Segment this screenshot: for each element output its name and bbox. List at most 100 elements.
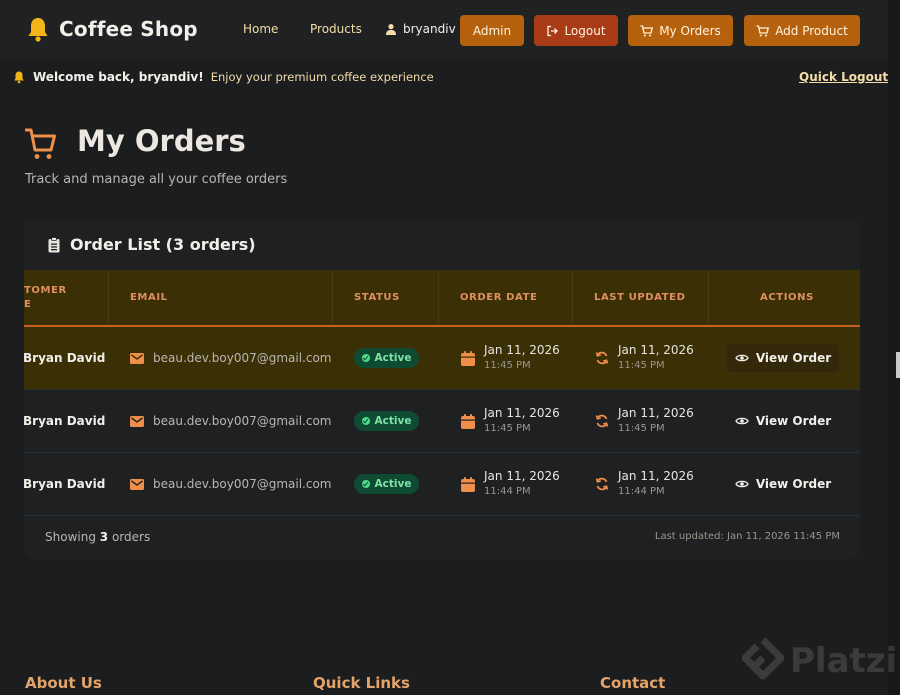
customer-email: beau.dev.boy007@gmail.com	[130, 453, 332, 515]
status-badge-label: Active	[374, 352, 412, 364]
check-icon	[361, 480, 370, 488]
platzi-logo-icon	[742, 637, 784, 680]
order-count: 3	[99, 530, 109, 544]
status-badge: Active	[354, 348, 419, 368]
customer-email: beau.dev.boy007@gmail.com	[130, 390, 332, 452]
calendar-icon	[461, 351, 475, 366]
view-order-label: View Order	[755, 351, 832, 365]
showing-prefix: Showing	[45, 530, 96, 544]
username: bryandiv	[403, 22, 456, 36]
brand-title: Coffee Shop	[59, 17, 198, 41]
admin-button[interactable]: Admin	[460, 15, 524, 46]
cart-icon	[640, 24, 654, 36]
status-badge-label: Active	[374, 478, 412, 490]
status-badge: Active	[354, 411, 419, 431]
order-date-time: 11:45 PM	[484, 423, 531, 434]
last-updated-summary: Last updated: Jan 11, 2026 11:45 PM	[654, 531, 840, 542]
order-date-time: 11:45 PM	[484, 360, 531, 371]
brand[interactable]: Coffee Shop	[27, 15, 198, 43]
nav-link-products[interactable]: Products	[310, 22, 362, 36]
status-badge: Active	[354, 474, 419, 494]
column-header-customer-line2: E	[24, 298, 32, 310]
order-list-title: Order List (3 orders)	[70, 235, 256, 254]
logout-button[interactable]: Logout	[534, 15, 618, 46]
add-product-button[interactable]: Add Product	[744, 15, 860, 46]
footer-quick-links-heading: Quick Links	[313, 674, 410, 692]
cart-icon	[756, 24, 770, 36]
column-header-customer[interactable]: TOMER E	[24, 270, 67, 325]
column-header-actions: ACTIONS	[760, 292, 814, 303]
last-updated: Jan 11, 2026 11:45 PM	[595, 343, 694, 371]
table-header: TOMER E EMAIL STATUS ORDER DATE LAST UPD…	[24, 270, 860, 327]
last-updated-day: Jan 11, 2026	[618, 469, 694, 483]
scrollbar-handle[interactable]	[896, 352, 900, 378]
mail-icon	[130, 415, 144, 427]
customer-email-text: beau.dev.boy007@gmail.com	[153, 351, 332, 365]
bell-icon	[28, 18, 48, 42]
order-date-day: Jan 11, 2026	[484, 469, 560, 483]
calendar-icon	[461, 477, 475, 492]
column-header-customer-line1: TOMER	[24, 284, 67, 296]
column-header-last-updated[interactable]: LAST UPDATED	[594, 292, 686, 303]
check-icon	[361, 354, 370, 362]
last-updated-time: 11:45 PM	[618, 423, 665, 434]
order-list-card: Order List (3 orders) TOMER E EMAIL STAT…	[24, 221, 860, 560]
refresh-icon	[595, 477, 609, 491]
table-row[interactable]: Bryan David beau.dev.boy007@gmail.com Ac…	[24, 327, 860, 390]
mail-icon	[130, 352, 144, 364]
footer-contact-heading: Contact	[600, 674, 666, 692]
clipboard-icon	[48, 236, 60, 252]
welcome-subtitle: Enjoy your premium coffee experience	[210, 70, 434, 84]
top-navbar: Coffee Shop Home Products bryandiv Admin…	[0, 0, 888, 60]
view-order-button[interactable]: View Order	[727, 470, 839, 498]
order-date-day: Jan 11, 2026	[484, 343, 560, 357]
column-divider	[108, 270, 109, 325]
welcome-greeting: Welcome back, bryandiv!	[33, 70, 204, 84]
view-order-label: View Order	[755, 414, 832, 428]
refresh-icon	[595, 351, 609, 365]
showing-suffix: orders	[111, 530, 151, 544]
customer-name: Bryan David	[24, 351, 106, 365]
user-icon	[386, 24, 396, 35]
nav-link-home[interactable]: Home	[243, 22, 279, 36]
bell-icon	[14, 71, 24, 84]
last-updated-day: Jan 11, 2026	[618, 406, 694, 420]
column-header-order-date[interactable]: ORDER DATE	[460, 292, 538, 303]
customer-email: beau.dev.boy007@gmail.com	[130, 327, 332, 389]
order-date-time: 11:44 PM	[484, 486, 531, 497]
view-order-button[interactable]: View Order	[727, 407, 839, 435]
customer-name: Bryan David	[24, 414, 106, 428]
column-header-status[interactable]: STATUS	[354, 292, 400, 303]
order-list-header: Order List (3 orders)	[48, 235, 256, 254]
watermark-text: Platzi	[790, 641, 898, 681]
welcome-banner: Welcome back, bryandiv! Enjoy your premi…	[13, 70, 434, 84]
cart-icon	[25, 128, 56, 159]
column-divider	[572, 270, 573, 325]
logout-icon	[547, 25, 559, 36]
showing-count: Showing 3 orders	[45, 530, 150, 544]
column-divider	[708, 270, 709, 325]
my-orders-button[interactable]: My Orders	[628, 15, 733, 46]
add-product-button-label: Add Product	[775, 23, 848, 38]
footer-about-heading: About Us	[25, 674, 102, 692]
table-row[interactable]: Bryan David beau.dev.boy007@gmail.com Ac…	[24, 453, 860, 516]
eye-icon	[735, 480, 749, 488]
last-updated: Jan 11, 2026 11:45 PM	[595, 406, 694, 434]
calendar-icon	[461, 414, 475, 429]
last-updated-day: Jan 11, 2026	[618, 343, 694, 357]
table-row[interactable]: Bryan David beau.dev.boy007@gmail.com Ac…	[24, 390, 860, 453]
quick-logout-link[interactable]: Quick Logout	[799, 70, 889, 84]
table-footer: Showing 3 orders Last updated: Jan 11, 2…	[24, 516, 860, 560]
order-date: Jan 11, 2026 11:45 PM	[461, 343, 560, 371]
column-divider	[332, 270, 333, 325]
view-order-button[interactable]: View Order	[727, 344, 839, 372]
refresh-icon	[595, 414, 609, 428]
customer-email-text: beau.dev.boy007@gmail.com	[153, 414, 332, 428]
user-menu[interactable]: bryandiv	[385, 22, 456, 36]
logout-button-label: Logout	[564, 23, 606, 38]
customer-name: Bryan David	[24, 477, 106, 491]
order-date: Jan 11, 2026 11:44 PM	[461, 469, 560, 497]
eye-icon	[735, 354, 749, 362]
column-header-email[interactable]: EMAIL	[130, 292, 168, 303]
view-order-label: View Order	[755, 477, 832, 491]
